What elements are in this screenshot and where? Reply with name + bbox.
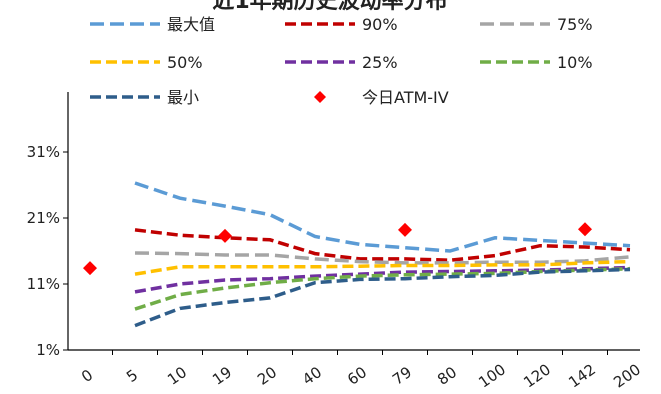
atm-iv-marker <box>398 222 412 237</box>
series-line-1 <box>134 228 631 262</box>
series-line-4 <box>134 265 631 294</box>
legend-item: 最小 <box>90 88 199 107</box>
y-tick-label: 21% <box>27 209 60 227</box>
x-tick-label: 20 <box>254 363 280 389</box>
series-line-0 <box>134 181 631 253</box>
x-tick-label: 10 <box>164 363 190 389</box>
y-tick-label: 11% <box>27 275 60 293</box>
legend-item: 75% <box>480 15 593 34</box>
x-tick-label: 79 <box>389 363 415 389</box>
x-tick-label: 19 <box>209 363 235 389</box>
y-tick-label: 31% <box>27 143 60 161</box>
legend-item: 25% <box>285 53 398 72</box>
atm-iv-marker <box>83 261 97 276</box>
legend-label: 90% <box>362 15 398 34</box>
chart-legend: 最大值 90% 75% 50% 25% 10% 最小 今日ATM-IV <box>90 15 593 107</box>
legend-item: 10% <box>480 53 593 72</box>
series-layer <box>134 181 631 328</box>
legend-label: 今日ATM-IV <box>362 88 449 107</box>
x-tick-label: 0 <box>78 366 96 386</box>
legend-label: 50% <box>167 53 203 72</box>
x-tick-label: 60 <box>344 363 370 389</box>
legend-label: 10% <box>557 53 593 72</box>
x-tick-label: 100 <box>475 360 509 391</box>
y-tick-label: 1% <box>36 341 60 359</box>
chart-title: 近1年期历史波动率分布 <box>212 0 447 14</box>
legend-label: 最小 <box>167 88 199 107</box>
series-line-5 <box>134 267 631 311</box>
x-tick-label: 120 <box>520 360 554 391</box>
legend-item: 50% <box>90 53 203 72</box>
series-line-3 <box>134 259 631 276</box>
series-line-6 <box>134 267 631 328</box>
atm-iv-marker <box>578 222 592 237</box>
legend-item: 90% <box>285 15 398 34</box>
series-line-2 <box>134 251 631 265</box>
legend-label: 25% <box>362 53 398 72</box>
legend-label: 75% <box>557 15 593 34</box>
x-tick-label: 200 <box>610 360 644 391</box>
x-tick-label: 80 <box>434 363 460 389</box>
legend-label: 最大值 <box>167 15 215 34</box>
legend-marker-swatch <box>314 91 326 103</box>
x-tick-label: 40 <box>299 363 325 389</box>
marker-layer <box>83 222 592 276</box>
x-tick-label: 142 <box>565 360 599 391</box>
x-tick-label: 5 <box>123 366 141 386</box>
legend-item: 最大值 <box>90 15 215 34</box>
atm-iv-marker <box>218 228 232 243</box>
legend-item: 今日ATM-IV <box>314 88 449 107</box>
